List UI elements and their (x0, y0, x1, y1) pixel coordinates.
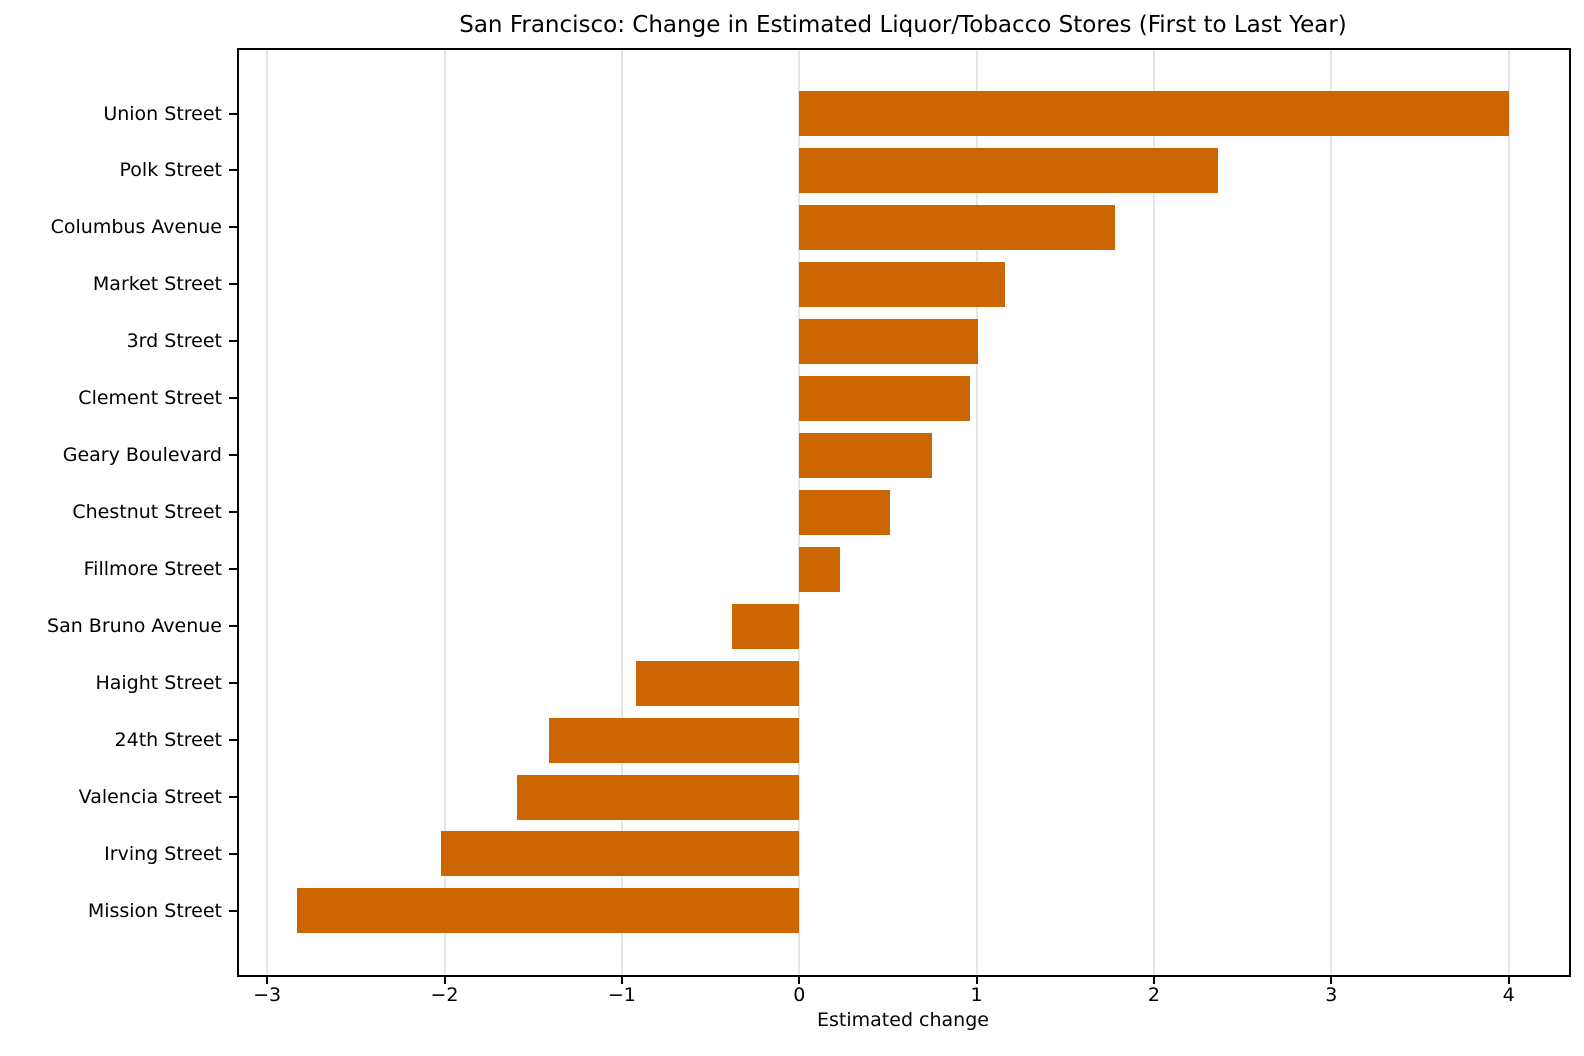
x-tick (1507, 976, 1510, 984)
y-tick (229, 397, 237, 400)
bar (799, 318, 979, 364)
y-tick (229, 169, 237, 172)
y-tick (229, 511, 237, 514)
bar (440, 831, 800, 877)
gridline (975, 49, 978, 976)
bar (297, 888, 800, 934)
gridline (620, 49, 623, 976)
bar (549, 717, 800, 763)
bar (636, 660, 800, 706)
y-tick-label: 24th Street (114, 729, 222, 752)
x-tick (1330, 976, 1333, 984)
bar (517, 774, 800, 820)
bar (799, 546, 841, 592)
gridline (1507, 49, 1510, 976)
bar (731, 603, 800, 649)
gridline (1330, 49, 1333, 976)
gridline (1152, 49, 1155, 976)
x-axis-label: Estimated change (817, 1009, 989, 1031)
y-tick-label: Columbus Avenue (50, 216, 222, 239)
y-tick-label: 3rd Street (126, 330, 222, 353)
bar (799, 147, 1218, 193)
y-tick (229, 739, 237, 742)
y-tick (229, 112, 237, 115)
x-tick (443, 976, 446, 984)
y-tick-label: Clement Street (78, 387, 222, 410)
bar (799, 204, 1115, 250)
y-tick-label: Market Street (92, 273, 222, 296)
x-tick-label: −2 (430, 984, 459, 1006)
x-tick-label: 4 (1502, 984, 1515, 1006)
gridline (266, 49, 269, 976)
x-tick-label: 1 (970, 984, 983, 1006)
x-tick-label: 2 (1147, 984, 1161, 1006)
x-tick (798, 976, 801, 984)
y-tick-label: Union Street (103, 102, 222, 125)
bar (799, 489, 890, 535)
bar (799, 91, 1509, 136)
x-tick-label: 3 (1325, 984, 1338, 1006)
y-tick-label: Irving Street (104, 842, 222, 865)
y-tick (229, 454, 237, 457)
plot-area (237, 49, 1569, 976)
y-tick-label: Geary Boulevard (62, 444, 222, 467)
y-tick-label: Chestnut Street (72, 501, 222, 524)
bar (799, 261, 1005, 307)
y-tick (229, 568, 237, 571)
chart-title: San Francisco: Change in Estimated Liquo… (459, 12, 1347, 38)
y-tick-label: Polk Street (119, 159, 222, 182)
y-tick (229, 283, 237, 286)
gridline (443, 49, 446, 976)
y-tick-label: Fillmore Street (83, 558, 222, 581)
y-tick-label: Mission Street (87, 899, 222, 922)
x-tick-label: −1 (607, 984, 636, 1006)
bar (799, 432, 933, 478)
y-tick (229, 625, 237, 628)
x-tick (1152, 976, 1155, 984)
y-tick (229, 682, 237, 685)
x-tick (266, 976, 269, 984)
x-tick-label: −3 (253, 984, 282, 1006)
bar (799, 375, 970, 421)
y-tick (229, 340, 237, 343)
x-tick-label: 0 (793, 984, 806, 1006)
y-tick-label: Haight Street (95, 672, 222, 695)
x-tick (975, 976, 978, 984)
y-tick (229, 909, 237, 912)
y-tick (229, 796, 237, 799)
y-tick (229, 852, 237, 855)
y-tick-label: Valencia Street (78, 786, 222, 809)
y-tick-label: San Bruno Avenue (47, 615, 222, 638)
x-tick (620, 976, 623, 984)
y-tick (229, 226, 237, 229)
